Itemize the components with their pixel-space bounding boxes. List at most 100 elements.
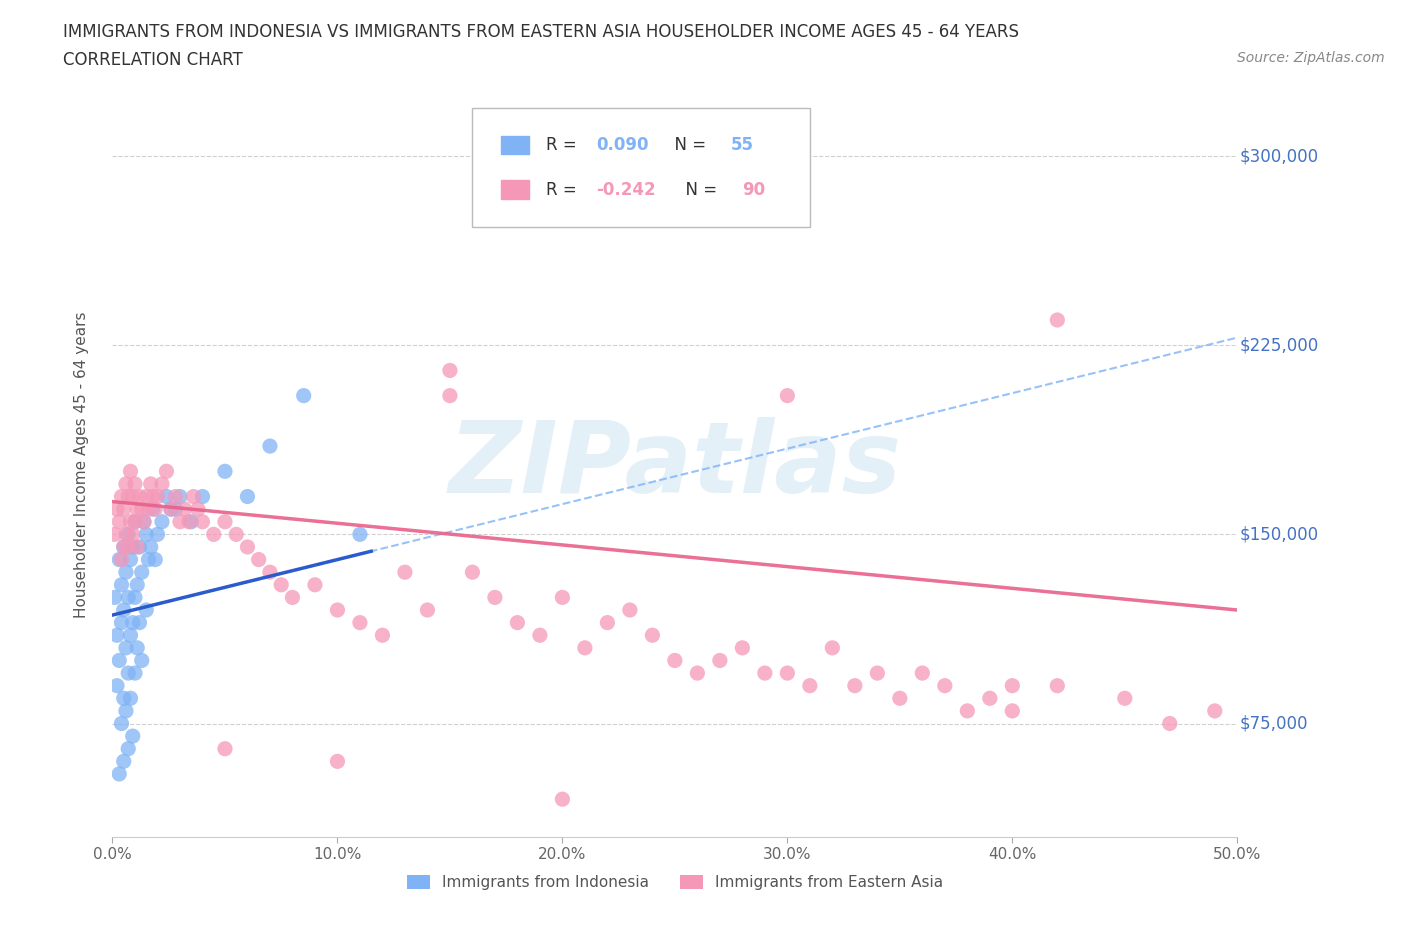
Y-axis label: Householder Income Ages 45 - 64 years: Householder Income Ages 45 - 64 years: [75, 312, 89, 618]
Point: [112, 754, 135, 769]
Point: [117, 539, 139, 554]
Point: [304, 578, 326, 592]
Point: [120, 464, 142, 479]
Point: [416, 603, 439, 618]
Point: [173, 501, 195, 516]
Point: [117, 590, 139, 604]
Text: $75,000: $75,000: [1240, 714, 1308, 733]
Point: [709, 653, 731, 668]
Point: [664, 653, 686, 668]
Point: [596, 615, 619, 630]
Point: [551, 791, 574, 806]
Point: [664, 199, 686, 214]
Point: [138, 501, 160, 516]
Point: [934, 678, 956, 693]
Point: [127, 501, 149, 516]
Point: [115, 641, 138, 656]
Point: [641, 628, 664, 643]
Point: [128, 615, 150, 630]
Point: [104, 527, 127, 542]
Point: [202, 527, 225, 542]
Point: [131, 653, 153, 668]
Point: [889, 691, 911, 706]
Point: [146, 489, 169, 504]
Point: [191, 489, 214, 504]
Point: [131, 501, 153, 516]
Point: [187, 501, 209, 516]
Point: [128, 489, 150, 504]
Point: [142, 501, 165, 516]
Point: [150, 514, 173, 529]
Text: R =: R =: [546, 136, 582, 154]
Point: [127, 578, 149, 592]
Point: [979, 691, 1001, 706]
Point: [124, 514, 146, 529]
Point: [165, 501, 187, 516]
Point: [117, 489, 139, 504]
Point: [117, 741, 139, 756]
Point: [165, 489, 187, 504]
Point: [135, 489, 157, 504]
Point: [821, 641, 844, 656]
Point: [115, 703, 138, 718]
Text: CORRELATION CHART: CORRELATION CHART: [63, 51, 243, 69]
Bar: [501, 180, 529, 199]
Point: [108, 514, 131, 529]
Point: [247, 552, 270, 567]
Point: [349, 615, 371, 630]
Point: [866, 666, 889, 681]
Point: [115, 476, 138, 491]
Point: [112, 501, 135, 516]
Point: [142, 489, 165, 504]
Point: [124, 590, 146, 604]
Bar: [501, 136, 529, 154]
Point: [506, 615, 529, 630]
Point: [105, 628, 128, 643]
Point: [1001, 678, 1024, 693]
Point: [619, 603, 641, 618]
Point: [155, 489, 177, 504]
Point: [132, 514, 155, 529]
Text: $150,000: $150,000: [1240, 525, 1319, 543]
Point: [439, 363, 461, 378]
Point: [124, 514, 146, 529]
Point: [117, 527, 139, 542]
Point: [1046, 678, 1069, 693]
Point: [127, 539, 149, 554]
Point: [121, 729, 143, 744]
Text: $225,000: $225,000: [1240, 337, 1319, 354]
Point: [105, 501, 128, 516]
Text: IMMIGRANTS FROM INDONESIA VS IMMIGRANTS FROM EASTERN ASIA HOUSEHOLDER INCOME AGE: IMMIGRANTS FROM INDONESIA VS IMMIGRANTS …: [63, 23, 1019, 41]
FancyBboxPatch shape: [472, 108, 810, 227]
Point: [160, 501, 183, 516]
Point: [686, 666, 709, 681]
Point: [776, 388, 799, 403]
Text: Source: ZipAtlas.com: Source: ZipAtlas.com: [1237, 51, 1385, 65]
Point: [108, 653, 131, 668]
Point: [139, 476, 162, 491]
Point: [110, 716, 132, 731]
Point: [1114, 691, 1136, 706]
Text: N =: N =: [664, 136, 711, 154]
Point: [143, 501, 166, 516]
Point: [169, 489, 191, 504]
Point: [292, 388, 315, 403]
Point: [124, 476, 146, 491]
Point: [143, 552, 166, 567]
Point: [1001, 703, 1024, 718]
Point: [121, 527, 143, 542]
Point: [112, 691, 135, 706]
Point: [146, 527, 169, 542]
Point: [124, 666, 146, 681]
Point: [120, 514, 142, 529]
Point: [169, 514, 191, 529]
Point: [754, 666, 776, 681]
Point: [183, 489, 205, 504]
Point: [128, 539, 150, 554]
Legend: Immigrants from Indonesia, Immigrants from Eastern Asia: Immigrants from Indonesia, Immigrants fr…: [401, 869, 949, 897]
Point: [844, 678, 866, 693]
Point: [105, 678, 128, 693]
Point: [1204, 703, 1226, 718]
Point: [225, 527, 247, 542]
Point: [110, 552, 132, 567]
